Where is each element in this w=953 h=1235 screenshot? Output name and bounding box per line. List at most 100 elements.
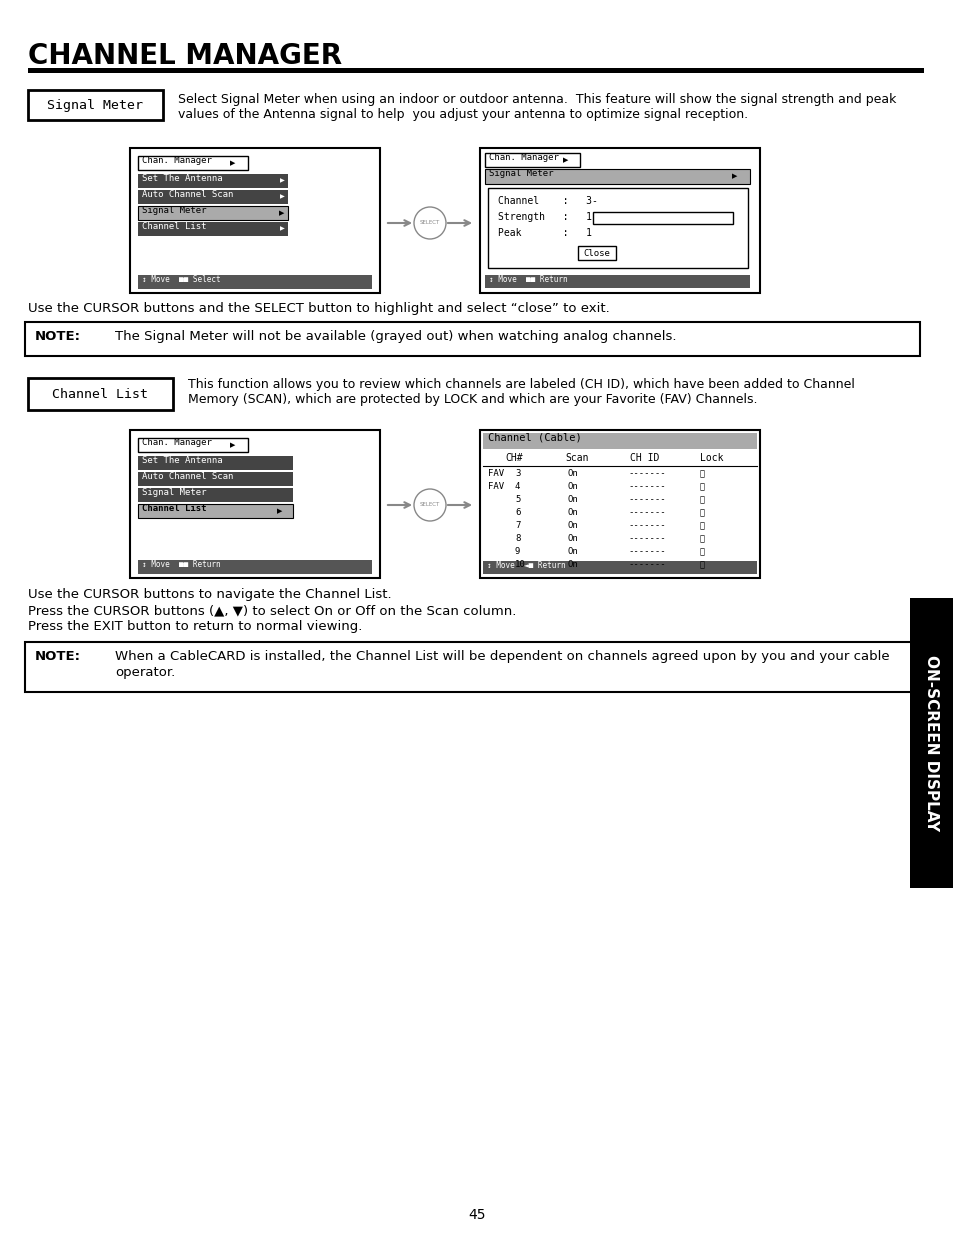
Text: On: On bbox=[567, 534, 578, 543]
Text: Chan. Manager: Chan. Manager bbox=[142, 438, 212, 447]
Bar bbox=[138, 206, 288, 220]
Text: CH#: CH# bbox=[504, 453, 522, 463]
Text: Set The Antenna: Set The Antenna bbox=[142, 456, 222, 466]
Text: The Signal Meter will not be available (grayed out) when watching analog channel: The Signal Meter will not be available (… bbox=[115, 330, 676, 343]
Text: FAV: FAV bbox=[488, 469, 503, 478]
Text: -------: ------- bbox=[627, 559, 665, 569]
Bar bbox=[138, 190, 288, 204]
Text: Set The Antenna: Set The Antenna bbox=[142, 174, 222, 183]
Text: Chan. Manager: Chan. Manager bbox=[142, 156, 212, 165]
Text: Channel List: Channel List bbox=[52, 388, 148, 400]
Text: 🔒: 🔒 bbox=[700, 508, 704, 517]
Bar bbox=[130, 148, 379, 293]
Text: 🔒: 🔒 bbox=[700, 482, 704, 492]
Text: -------: ------- bbox=[627, 495, 665, 504]
Text: Channel (Cable): Channel (Cable) bbox=[488, 433, 581, 443]
Text: CHANNEL MANAGER: CHANNEL MANAGER bbox=[28, 42, 342, 70]
Text: 9: 9 bbox=[515, 547, 519, 556]
Text: ▶: ▶ bbox=[277, 508, 282, 514]
Text: Signal Meter: Signal Meter bbox=[489, 169, 553, 178]
Text: Press the CURSOR buttons (▲, ▼) to select On or Off on the Scan column.: Press the CURSOR buttons (▲, ▼) to selec… bbox=[28, 604, 516, 618]
Bar bbox=[138, 504, 293, 517]
Text: FAV: FAV bbox=[488, 482, 503, 492]
Bar bbox=[28, 68, 923, 73]
Text: On: On bbox=[567, 482, 578, 492]
Text: NOTE:: NOTE: bbox=[35, 330, 81, 343]
Text: ↕ Move  ■■ Select: ↕ Move ■■ Select bbox=[142, 275, 220, 284]
Text: Channel List: Channel List bbox=[142, 222, 206, 231]
Bar bbox=[28, 90, 163, 120]
Text: -------: ------- bbox=[627, 469, 665, 478]
Bar bbox=[138, 559, 372, 574]
Text: ▶: ▶ bbox=[562, 157, 568, 163]
Text: ↕ Move  ■■ Return: ↕ Move ■■ Return bbox=[142, 559, 220, 569]
Text: Select Signal Meter when using an indoor or outdoor antenna.  This feature will : Select Signal Meter when using an indoor… bbox=[178, 93, 896, 106]
Bar bbox=[138, 222, 288, 236]
Text: Signal Meter: Signal Meter bbox=[142, 488, 206, 496]
Bar bbox=[138, 275, 372, 289]
Text: 45: 45 bbox=[468, 1208, 485, 1221]
Text: ↕ Move  ◄■ Return: ↕ Move ◄■ Return bbox=[486, 561, 565, 571]
Text: On: On bbox=[567, 521, 578, 530]
Text: ▶: ▶ bbox=[279, 194, 284, 200]
Text: ▶: ▶ bbox=[732, 173, 737, 179]
Bar bbox=[578, 246, 616, 261]
Text: This function allows you to review which channels are labeled (CH ID), which hav: This function allows you to review which… bbox=[188, 378, 854, 391]
Bar bbox=[138, 472, 293, 487]
Text: Auto Channel Scan: Auto Channel Scan bbox=[142, 472, 233, 480]
Text: ▶: ▶ bbox=[279, 210, 284, 216]
Text: ↕ Move  ■■ Return: ↕ Move ■■ Return bbox=[489, 275, 567, 284]
Bar bbox=[909, 598, 953, 888]
Bar bbox=[130, 430, 379, 578]
Text: Press the EXIT button to return to normal viewing.: Press the EXIT button to return to norma… bbox=[28, 620, 362, 634]
Text: 8: 8 bbox=[515, 534, 519, 543]
Bar bbox=[138, 456, 293, 471]
Text: 10: 10 bbox=[515, 559, 525, 569]
Text: ▶: ▶ bbox=[279, 179, 284, 184]
Text: 🔒: 🔒 bbox=[700, 534, 704, 543]
Text: -------: ------- bbox=[627, 482, 665, 492]
Bar bbox=[484, 153, 579, 167]
Text: ▶: ▶ bbox=[230, 442, 235, 448]
Text: -------: ------- bbox=[627, 521, 665, 530]
Text: Use the CURSOR buttons to navigate the Channel List.: Use the CURSOR buttons to navigate the C… bbox=[28, 588, 392, 601]
Bar bbox=[484, 275, 749, 288]
Bar bbox=[25, 642, 919, 692]
Text: 🔒: 🔒 bbox=[700, 547, 704, 556]
Text: NOTE:: NOTE: bbox=[35, 650, 81, 663]
Text: On: On bbox=[567, 547, 578, 556]
Text: SELECT: SELECT bbox=[419, 221, 439, 226]
Text: Memory (SCAN), which are protected by LOCK and which are your Favorite (FAV) Cha: Memory (SCAN), which are protected by LO… bbox=[188, 393, 757, 406]
Text: Channel List: Channel List bbox=[142, 504, 206, 513]
Text: ▶: ▶ bbox=[279, 226, 284, 231]
Text: Chan. Manager: Chan. Manager bbox=[489, 153, 558, 162]
Bar bbox=[479, 148, 760, 293]
Text: Lock: Lock bbox=[700, 453, 722, 463]
Bar bbox=[138, 156, 248, 170]
Bar bbox=[28, 378, 172, 410]
Text: Signal Meter: Signal Meter bbox=[47, 99, 143, 111]
Text: 🔒: 🔒 bbox=[700, 521, 704, 530]
Text: On: On bbox=[567, 508, 578, 517]
Bar bbox=[482, 433, 757, 450]
Text: -------: ------- bbox=[627, 508, 665, 517]
Text: When a CableCARD is installed, the Channel List will be dependent on channels ag: When a CableCARD is installed, the Chann… bbox=[115, 650, 889, 663]
Text: ▶: ▶ bbox=[230, 161, 235, 165]
Bar bbox=[484, 169, 749, 184]
Text: On: On bbox=[567, 469, 578, 478]
Text: operator.: operator. bbox=[115, 666, 175, 679]
Text: Strength   :   1: Strength : 1 bbox=[497, 212, 592, 222]
Bar bbox=[488, 188, 747, 268]
Text: SELECT: SELECT bbox=[419, 503, 439, 508]
Text: -------: ------- bbox=[627, 534, 665, 543]
Text: Auto Channel Scan: Auto Channel Scan bbox=[142, 190, 233, 199]
Bar bbox=[25, 322, 919, 356]
Text: CH ID: CH ID bbox=[629, 453, 659, 463]
Text: values of the Antenna signal to help  you adjust your antenna to optimize signal: values of the Antenna signal to help you… bbox=[178, 107, 747, 121]
Text: 🔒: 🔒 bbox=[700, 495, 704, 504]
Text: Scan: Scan bbox=[564, 453, 588, 463]
Text: Channel    :   3-: Channel : 3- bbox=[497, 196, 598, 206]
Bar bbox=[593, 212, 732, 224]
Text: ON-SCREEN DISPLAY: ON-SCREEN DISPLAY bbox=[923, 655, 939, 831]
Text: 7: 7 bbox=[515, 521, 519, 530]
